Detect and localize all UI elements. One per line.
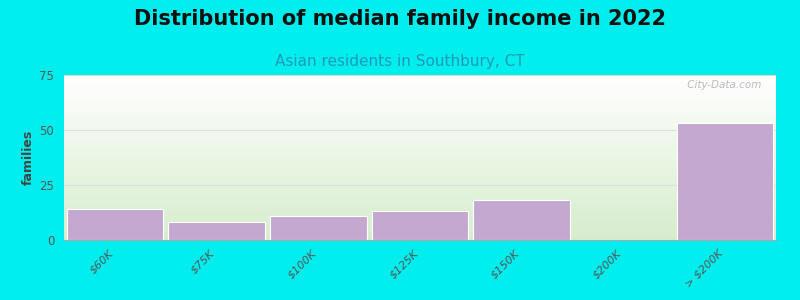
- Bar: [66, 209, 163, 240]
- Y-axis label: families: families: [22, 130, 35, 185]
- Text: City-Data.com: City-Data.com: [684, 80, 762, 90]
- Bar: [474, 200, 570, 240]
- Text: Distribution of median family income in 2022: Distribution of median family income in …: [134, 9, 666, 29]
- Text: Asian residents in Southbury, CT: Asian residents in Southbury, CT: [275, 54, 525, 69]
- Bar: [270, 216, 366, 240]
- Bar: [168, 222, 265, 240]
- Bar: [677, 123, 774, 240]
- Bar: [372, 212, 468, 240]
